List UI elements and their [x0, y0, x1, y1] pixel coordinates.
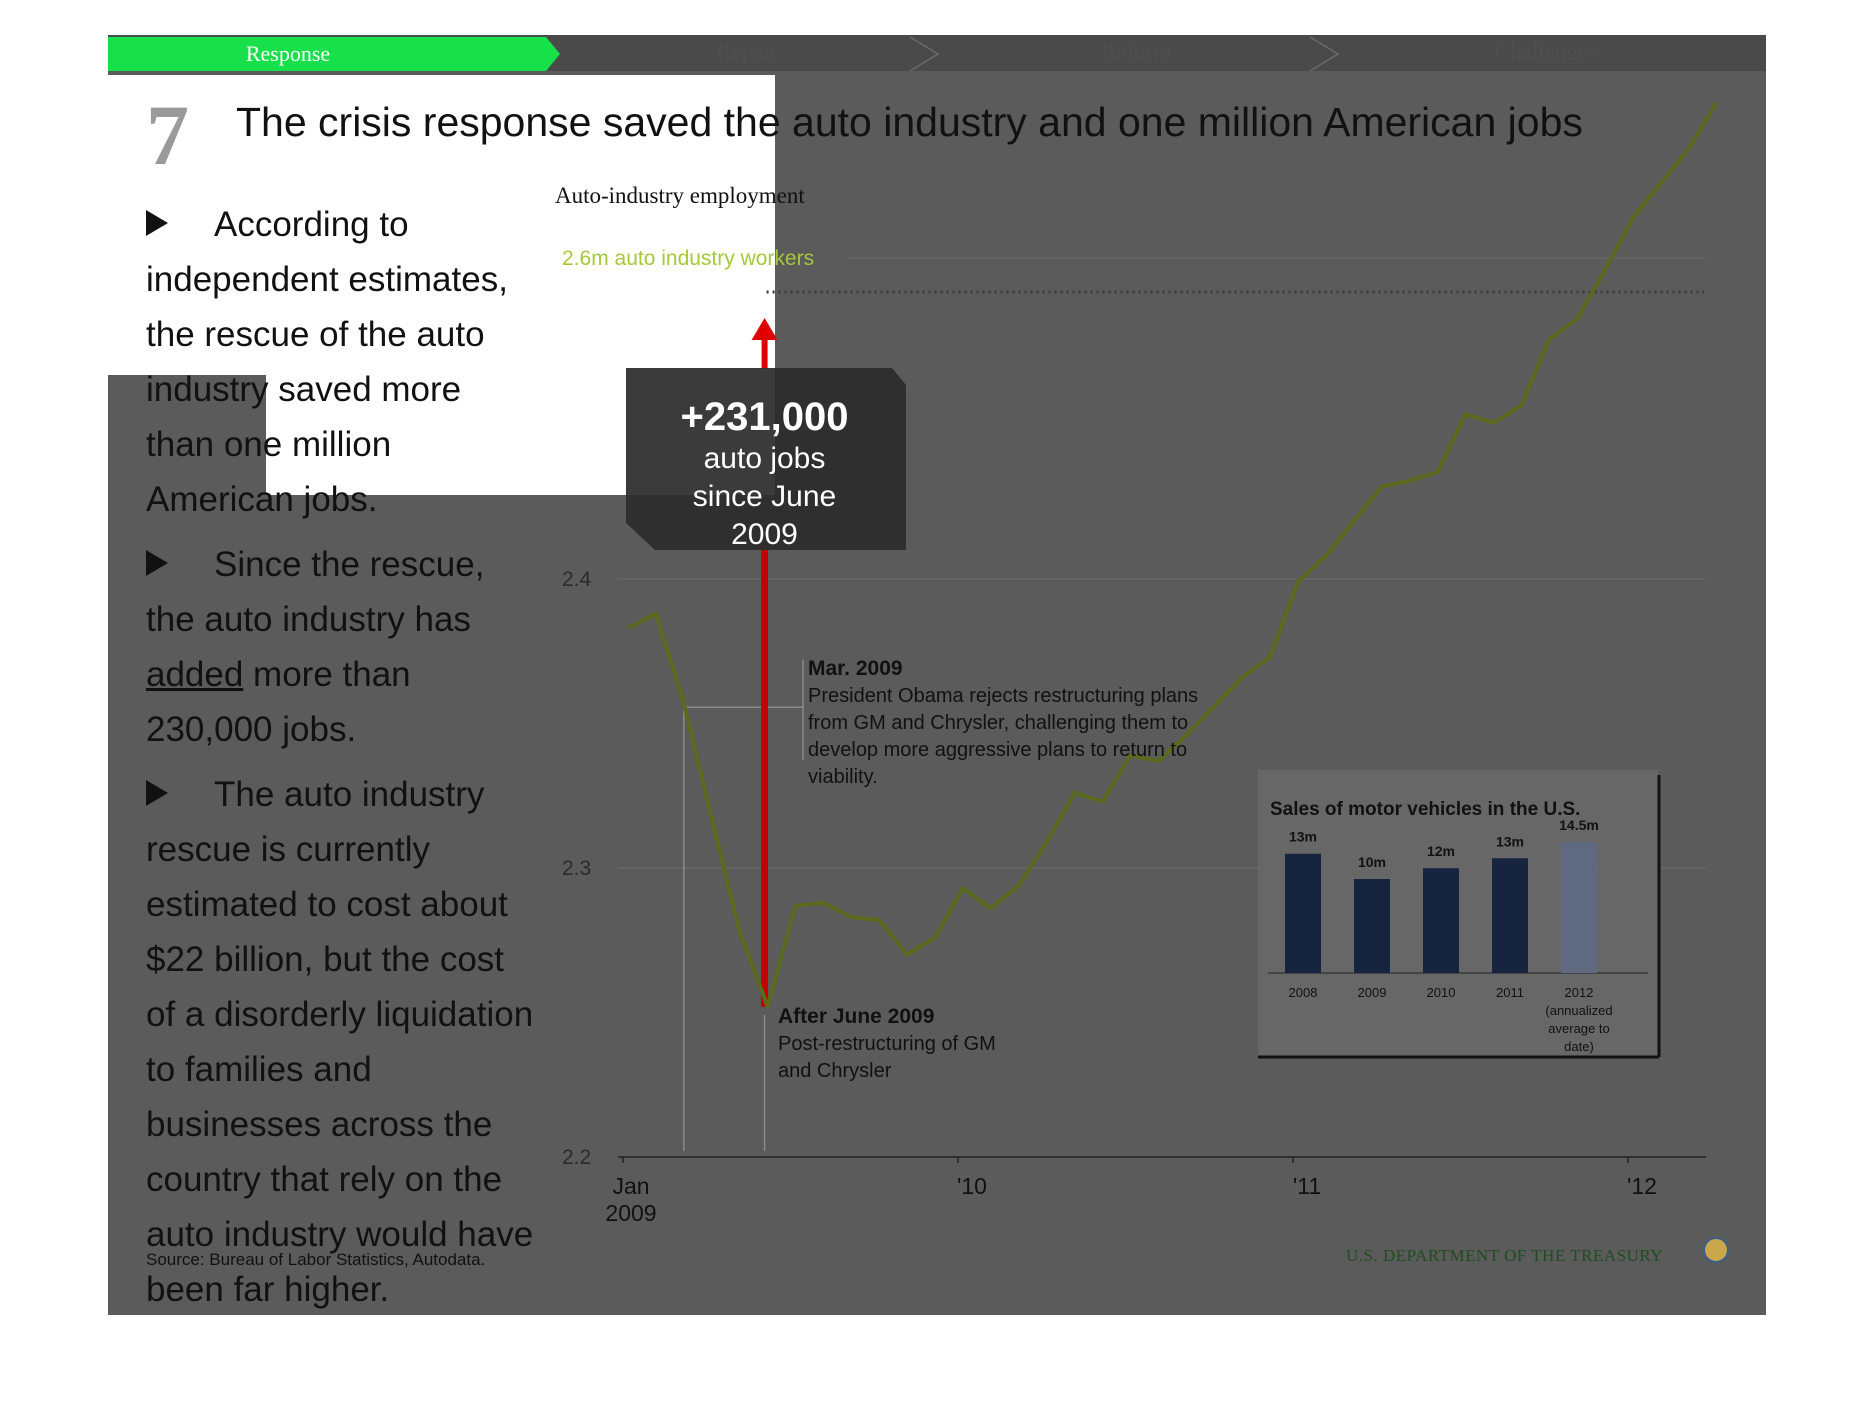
treasury-seal-icon [1703, 1237, 1729, 1263]
jobs-callout: +231,000 auto jobs since June 2009 [626, 368, 903, 551]
inset-category-label: date) [1564, 1039, 1594, 1054]
inset-category-label: 2010 [1427, 985, 1456, 1000]
bullet-item: The auto industry rescue is currently es… [146, 767, 536, 1315]
x-tick-label: Jan [612, 1173, 649, 1199]
tab-challenges[interactable]: Challenges [1495, 39, 1598, 64]
tab-repair[interactable]: Repair [716, 39, 778, 64]
chart-title: Auto-industry employment [555, 183, 805, 208]
page-number: 7 [146, 87, 189, 183]
annotation-mar-2009: Mar. 2009 President Obama rejects restru… [808, 655, 1228, 791]
callout-value: +231,000 [680, 395, 849, 439]
bullet-text: According to independent estimates, the … [146, 205, 508, 519]
tab-reform[interactable]: Reform [1101, 39, 1172, 64]
annotation-text: President Obama rejects restructuring pl… [808, 685, 1199, 788]
nav-separator-icon [909, 36, 940, 72]
agency-footer: U.S. DEPARTMENT OF THE TREASURY [1346, 1246, 1664, 1265]
bullet-item: According to independent estimates, the … [146, 197, 536, 527]
inset-bar-value: 13m [1496, 833, 1524, 849]
y-tick-label: 2.2 [562, 1146, 591, 1169]
bullet-arrow-icon [146, 779, 168, 806]
callout-box [626, 368, 906, 550]
chart-canvas: Response Auto-industry employment 2.2 2.3 2.… [108, 36, 1719, 1226]
x-tick-label: '12 [1627, 1173, 1657, 1199]
inset-bar-value: 13m [1289, 829, 1317, 845]
inset-category-label: 2008 [1289, 985, 1318, 1000]
inset-bar [1285, 853, 1321, 973]
page-title: The crisis response saved the auto indus… [236, 99, 1583, 145]
callout-caption: auto jobs since June 2009 [692, 442, 837, 551]
inset-bar [1561, 842, 1597, 973]
inset-bar [1423, 868, 1459, 973]
nav-separator-icon [1309, 36, 1340, 72]
x-tick-label: 2009 [605, 1200, 656, 1226]
source-note: Source: Bureau of Labor Statistics, Auto… [146, 1250, 486, 1269]
white-panel [108, 75, 775, 375]
inset-category-label: 2009 [1358, 985, 1387, 1000]
x-tick-label: '11 [1293, 1173, 1321, 1199]
bullet-text: The auto industry rescue is currently es… [146, 775, 534, 1309]
y-tick-label: 2.4 [562, 568, 592, 591]
tab-response[interactable]: Response [246, 41, 330, 66]
y-tick-label: 2.3 [562, 857, 591, 880]
annotation-title: Mar. 2009 [808, 657, 903, 680]
reference-label: 2.6m auto industry workers [562, 247, 814, 270]
up-arrow-icon [751, 318, 778, 340]
bullet-arrow-icon [146, 209, 168, 236]
annotation-title: After June 2009 [778, 1005, 935, 1028]
inset-bar-value: 14.5m [1559, 817, 1599, 833]
slide: Repair Reform Challenges Response Auto-in… [108, 35, 1766, 1315]
inset-title: Sales of motor vehicles in the U.S. [1270, 799, 1580, 820]
inset-category-label: 2012 [1565, 985, 1594, 1000]
annotation-june-2009: After June 2009 Post-restructuring of GM… [778, 1003, 998, 1085]
inset-bar [1354, 879, 1390, 973]
inset-bar-value: 10m [1358, 854, 1386, 870]
inset-category-label: average to [1548, 1021, 1609, 1036]
bullet-item: Since the rescue, the auto industry has … [146, 537, 536, 757]
inset-bar-value: 12m [1427, 843, 1455, 859]
inset-bar [1492, 858, 1528, 973]
annotation-text: Post-restructuring of GM and Chrysler [778, 1033, 996, 1082]
active-tab-chevron [108, 37, 560, 71]
bullet-list: According to independent estimates, the … [146, 197, 536, 1315]
inset-category-label: 2011 [1496, 985, 1524, 1000]
x-tick-label: '10 [957, 1173, 987, 1199]
inset-category-label: (annualized [1545, 1003, 1612, 1018]
underlined-word: added [146, 655, 244, 694]
bullet-text: Since the rescue, the auto industry has … [146, 545, 485, 749]
employment-line [627, 101, 1719, 1009]
bullet-arrow-icon [146, 549, 168, 576]
